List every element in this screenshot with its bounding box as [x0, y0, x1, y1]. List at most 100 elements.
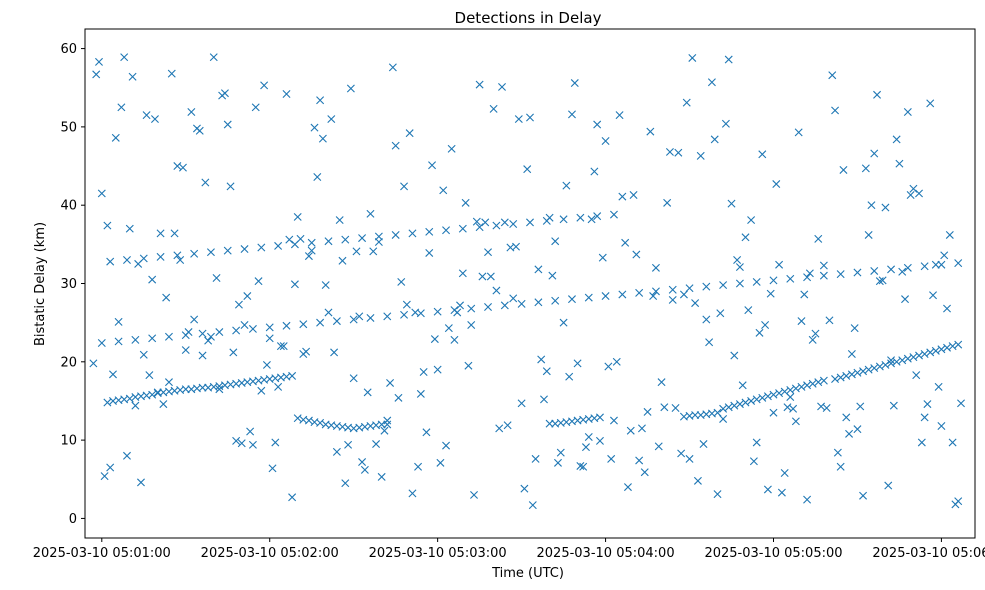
- detection-marker: [159, 400, 168, 409]
- detection-marker: [864, 230, 873, 239]
- detection-marker: [218, 91, 227, 100]
- detection-marker: [615, 111, 624, 120]
- detection-marker: [595, 436, 604, 445]
- detection-marker: [302, 347, 311, 356]
- detection-marker: [97, 339, 106, 348]
- detection-marker: [727, 199, 736, 208]
- detection-marker: [800, 290, 809, 299]
- detection-marker: [954, 259, 963, 268]
- detection-marker: [705, 338, 714, 347]
- detection-marker: [366, 313, 375, 322]
- detection-marker: [257, 243, 266, 252]
- detection-marker: [542, 216, 551, 225]
- detection-marker: [713, 408, 722, 417]
- detection-marker: [290, 240, 299, 249]
- detection-marker: [187, 108, 196, 116]
- detection-marker: [665, 147, 674, 156]
- detection-marker: [710, 135, 719, 144]
- detection-marker: [282, 90, 291, 98]
- detection-marker: [769, 408, 778, 417]
- detection-marker: [803, 495, 812, 504]
- detection-marker: [934, 382, 943, 391]
- detection-marker: [481, 218, 490, 227]
- detection-marker: [484, 248, 493, 257]
- detection-marker: [383, 420, 392, 429]
- detection-marker: [288, 493, 297, 502]
- detection-marker: [316, 318, 325, 327]
- y-axis: 0 10 20 30 40 50 60: [60, 42, 85, 527]
- detection-marker: [744, 306, 753, 315]
- detection-marker: [567, 295, 576, 304]
- detection-marker: [178, 163, 187, 172]
- detection-marker: [274, 382, 283, 391]
- detection-marker: [668, 285, 677, 294]
- detection-marker: [943, 304, 952, 313]
- detection-marker: [352, 247, 361, 256]
- detection-marker: [176, 256, 185, 264]
- detection-marker: [103, 221, 112, 230]
- detection-marker: [954, 340, 963, 349]
- detection-marker: [786, 274, 795, 283]
- detection-marker: [408, 489, 417, 498]
- detection-marker: [576, 213, 585, 222]
- detection-marker: [153, 388, 162, 397]
- x-axis: 2025-03-10 05:01:00 2025-03-10 05:02:00 20…: [33, 538, 985, 561]
- detection-marker: [181, 331, 190, 340]
- detection-marker: [878, 276, 887, 285]
- detection-marker: [870, 149, 879, 158]
- detection-marker: [601, 136, 610, 145]
- detection-marker: [316, 96, 325, 105]
- detection-marker: [391, 141, 400, 150]
- detection-marker: [464, 361, 473, 370]
- detection-marker: [223, 246, 232, 255]
- detection-marker: [716, 309, 725, 318]
- detection-marker: [100, 472, 109, 481]
- detection-marker: [450, 335, 459, 344]
- detection-marker: [618, 192, 627, 201]
- detection-marker: [637, 424, 646, 433]
- detection-marker: [763, 485, 772, 494]
- detection-marker: [693, 476, 702, 485]
- detection-marker: [917, 438, 926, 447]
- detection-marker: [458, 224, 467, 233]
- detection-marker: [920, 262, 929, 271]
- detection-marker: [106, 257, 115, 266]
- detection-marker: [853, 425, 862, 434]
- detection-marker: [355, 312, 364, 321]
- detection-marker: [173, 251, 182, 260]
- detection-marker: [321, 281, 330, 290]
- detection-marker: [581, 443, 590, 452]
- detection-marker: [145, 371, 154, 380]
- detection-marker: [206, 248, 215, 257]
- detection-marker: [702, 282, 711, 291]
- detection-marker: [777, 488, 786, 497]
- detection-marker: [573, 359, 582, 368]
- detection-marker: [609, 416, 618, 425]
- detection-marker: [526, 113, 534, 122]
- detection-marker: [542, 367, 551, 376]
- detection-marker: [657, 378, 666, 387]
- detection-marker: [775, 260, 784, 269]
- detection-marker: [215, 385, 224, 394]
- detection-marker: [198, 351, 207, 360]
- x-axis-label: Time (UTC): [491, 566, 564, 581]
- detection-marker: [901, 295, 910, 304]
- detection-marker: [604, 362, 613, 371]
- detection-marker: [425, 227, 434, 236]
- detection-marker: [766, 289, 775, 298]
- detection-marker: [131, 401, 140, 410]
- detection-marker: [377, 420, 386, 429]
- detection-marker: [523, 165, 532, 174]
- detection-marker: [593, 120, 602, 129]
- detection-marker: [721, 119, 730, 128]
- detection-marker: [738, 381, 747, 390]
- detection-marker: [433, 307, 442, 316]
- detection-marker: [623, 483, 632, 492]
- detection-marker: [430, 335, 439, 344]
- detection-marker: [164, 332, 173, 341]
- detection-marker: [310, 123, 319, 132]
- detection-marker: [517, 299, 526, 308]
- detection-marker: [749, 457, 758, 466]
- detection-marker: [257, 386, 266, 395]
- detection-marker: [215, 328, 224, 337]
